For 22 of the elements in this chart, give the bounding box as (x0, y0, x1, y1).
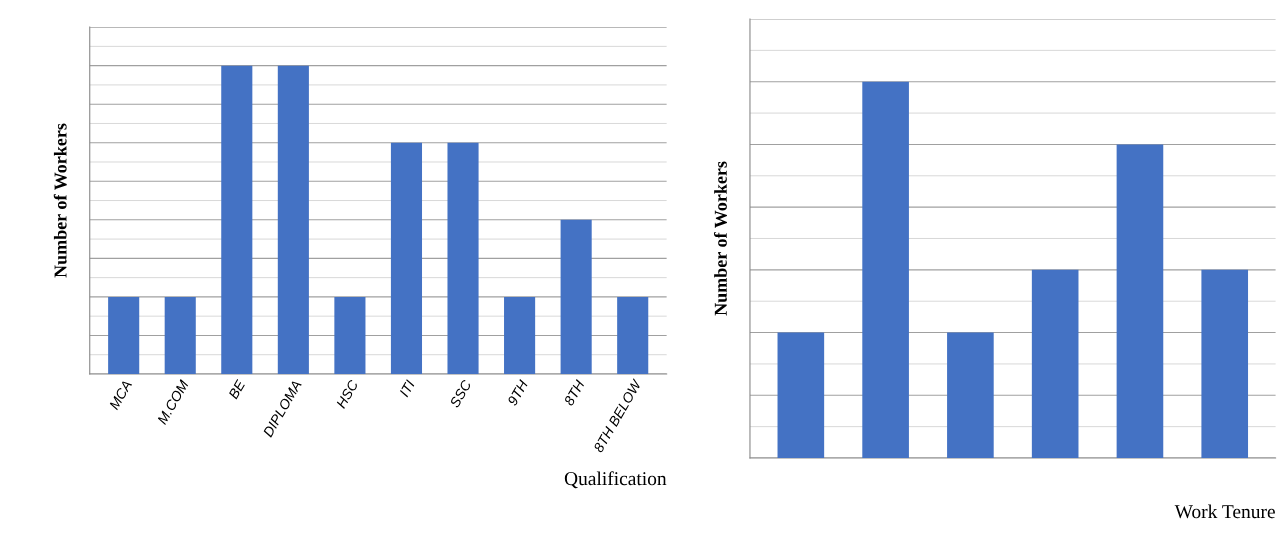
bar (617, 296, 649, 374)
bar (777, 332, 825, 458)
bar (504, 296, 536, 374)
x-axis-title: Qualification (564, 471, 667, 489)
x-axis-title: Work Tenure (1174, 504, 1275, 519)
bar (447, 142, 479, 374)
bar (108, 296, 140, 374)
bar (390, 142, 423, 374)
bar (334, 296, 366, 374)
x-tick-label: ITI (399, 379, 416, 398)
bar (221, 65, 253, 374)
y-axis-title: Number of Workers (713, 161, 727, 316)
bar (560, 219, 592, 374)
y-axis-title: Number of Workers (53, 123, 67, 278)
bar (1116, 144, 1164, 458)
x-tick-label: BE (228, 378, 246, 400)
bar (277, 65, 309, 374)
bar (862, 81, 909, 458)
bar (947, 332, 994, 458)
bar (1201, 269, 1249, 458)
bar (164, 296, 196, 374)
bar (1031, 269, 1079, 458)
